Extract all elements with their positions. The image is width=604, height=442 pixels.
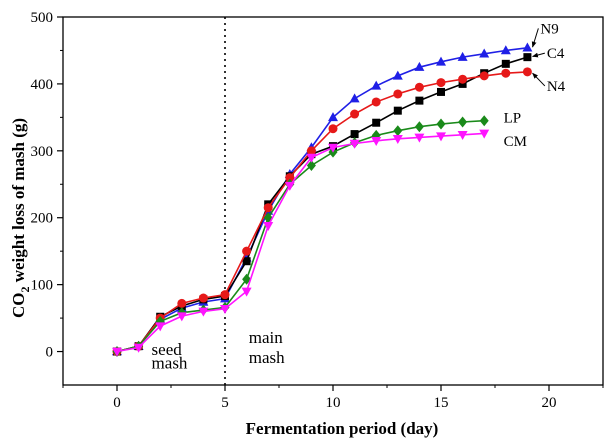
y-tick-label: 300 [31,144,54,160]
series-label: N4 [547,79,566,95]
data-point [479,115,489,127]
x-tick-label: 0 [113,395,121,411]
y-axis-label: CO2 weight loss of mash (g) [9,118,32,318]
data-point [457,51,468,61]
data-point [198,307,209,317]
series-label-arrow [531,52,545,58]
data-point [393,106,402,115]
data-point [176,312,187,322]
data-point [436,132,446,142]
data-point [458,79,467,88]
data-point [479,71,489,81]
data-point [393,125,403,137]
data-point [220,304,230,314]
x-tick-label: 10 [326,395,341,411]
series-line [116,119,485,353]
data-point [392,70,403,80]
data-point [350,109,360,119]
y-tick-label: 400 [31,77,54,93]
data-point [241,287,252,297]
data-point [306,160,316,172]
series-line [116,132,485,353]
phase-annotation: mash [152,353,188,372]
data-point [306,146,316,156]
y-tick-label: 200 [31,211,54,227]
data-point [414,121,424,133]
x-axis-label: Fermentation period (day) [246,419,439,438]
y-tick-label: 100 [31,278,54,294]
series-label: N9 [540,21,558,37]
data-point [414,133,425,143]
data-point [328,143,338,153]
data-point [285,173,295,183]
data-point [479,129,490,139]
series-label-arrow [532,72,546,87]
data-point [349,93,360,103]
data-point [371,80,382,90]
data-point [436,78,446,88]
data-point [522,42,533,52]
series-layer: N9 C4 N4 LP CM [112,21,566,358]
data-point [392,135,403,145]
phase-annotation: mash [249,348,285,367]
data-point [415,96,424,105]
y-tick-label: 500 [31,10,54,26]
data-point [177,298,187,308]
data-point [198,293,208,303]
series-label-arrow [531,28,539,48]
data-point [263,203,273,213]
data-point [284,181,295,191]
data-point [458,74,468,84]
data-point [112,347,122,357]
y-axis-label-subscript: 2 [18,287,32,293]
data-point [523,53,532,62]
data-point [263,222,274,232]
data-point [437,87,445,96]
series-label: CM [504,134,527,150]
y-tick-label: 0 [46,345,54,361]
data-point [349,139,360,149]
data-point [500,45,511,55]
data-point [350,130,359,139]
data-point [220,290,230,300]
data-point [414,82,424,92]
data-point [457,131,468,141]
data-point [133,343,144,353]
x-tick-label: 20 [542,395,557,411]
series-cm: CM [112,129,527,357]
y-axis-label-main: CO [9,293,28,319]
data-point [501,68,511,78]
data-point [328,112,338,122]
data-point [155,322,166,332]
data-point [436,56,446,66]
data-point [393,89,403,99]
series-label: C4 [547,46,565,62]
data-point [371,97,381,107]
data-point [501,59,510,68]
phase-annotation: main [249,328,283,347]
data-point [242,246,252,256]
series-label: LP [504,110,522,126]
x-tick-label: 5 [221,395,229,411]
data-point [458,116,468,128]
data-point [436,118,446,130]
data-point [372,118,381,127]
data-point [522,67,532,77]
data-point [371,137,382,147]
data-point [414,61,425,71]
x-tick-label: 15 [434,395,449,411]
data-point [479,48,490,58]
data-point [242,257,251,266]
data-point [306,153,317,163]
phase-annotation: seed [152,340,183,359]
y-axis-label-rest: weight loss of mash (g) [9,118,28,287]
data-point [328,124,338,134]
